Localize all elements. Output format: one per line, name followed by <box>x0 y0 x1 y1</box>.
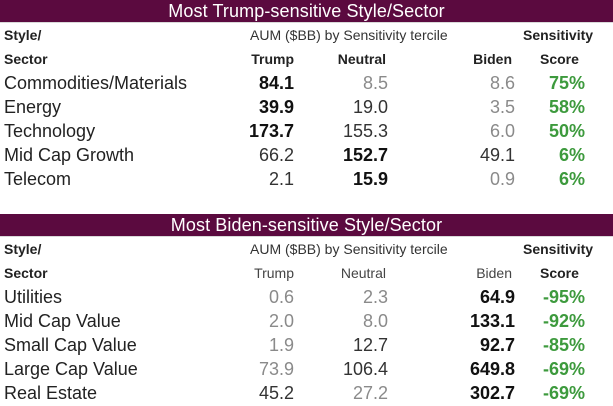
row-neutral: 8.0 <box>362 311 388 331</box>
style-header: Style/ <box>4 27 42 43</box>
header-row-1: Style/ AUM ($BB) by Sensitivity tercile … <box>0 23 613 47</box>
row-name: Mid Cap Value <box>4 311 121 331</box>
sector-header: Sector <box>4 51 48 67</box>
table-row: Commodities/Materials 84.1 8.5 8.6 75% <box>0 71 613 95</box>
row-name: Small Cap Value <box>4 335 137 355</box>
row-trump: 173.7 <box>248 121 294 141</box>
row-biden: 92.7 <box>479 335 515 355</box>
row-trump: 45.2 <box>258 383 294 403</box>
trump-sensitive-table: Most Trump-sensitive Style/Sector Style/… <box>0 0 613 191</box>
score-header: Score <box>540 265 579 281</box>
neutral-header: Neutral <box>340 265 386 281</box>
row-trump: 39.9 <box>258 97 294 117</box>
neutral-header: Neutral <box>337 51 386 67</box>
row-score: 58% <box>548 97 585 117</box>
row-neutral: 155.3 <box>342 121 388 141</box>
table-row: Energy 39.9 19.0 3.5 58% <box>0 95 613 119</box>
row-trump: 2.1 <box>268 169 294 189</box>
row-name: Mid Cap Growth <box>4 145 135 165</box>
biden-sensitive-table: Most Biden-sensitive Style/Sector Style/… <box>0 214 613 405</box>
row-biden: 8.6 <box>489 73 515 93</box>
header-row-1: Style/ AUM ($BB) by Sensitivity tercile … <box>0 237 613 261</box>
row-biden: 302.7 <box>469 383 515 403</box>
row-biden: 649.8 <box>469 359 515 379</box>
trump-header: Trump <box>251 51 294 67</box>
sensitivity-header: Sensitivity <box>523 241 594 257</box>
row-trump: 66.2 <box>258 145 294 165</box>
sensitivity-header: Sensitivity <box>523 27 594 43</box>
row-neutral: 2.3 <box>362 287 388 307</box>
row-trump: 1.9 <box>268 335 294 355</box>
biden-header: Biden <box>476 265 512 281</box>
table-row: Mid Cap Value 2.0 8.0 133.1 -92% <box>0 309 613 333</box>
table-title: Most Trump-sensitive Style/Sector <box>0 0 613 23</box>
row-trump: 84.1 <box>258 73 294 93</box>
row-score: -95% <box>542 287 585 307</box>
table-row: Utilities 0.6 2.3 64.9 -95% <box>0 285 613 309</box>
table-title: Most Biden-sensitive Style/Sector <box>0 214 613 237</box>
table-row: Mid Cap Growth 66.2 152.7 49.1 6% <box>0 143 613 167</box>
style-header: Style/ <box>4 241 42 257</box>
row-name: Telecom <box>4 169 72 189</box>
header-row-2: Sector Trump Neutral Biden Score <box>0 261 613 285</box>
sector-header: Sector <box>4 265 48 281</box>
row-score: -69% <box>542 359 585 379</box>
row-name: Real Estate <box>4 383 98 403</box>
row-trump: 0.6 <box>268 287 294 307</box>
row-biden: 49.1 <box>479 145 515 165</box>
aum-group-header: AUM ($BB) by Sensitivity tercile <box>250 27 448 43</box>
row-score: -85% <box>542 335 585 355</box>
header-row-2: Sector Trump Neutral Biden Score <box>0 47 613 71</box>
row-name: Commodities/Materials <box>4 73 188 93</box>
row-score: 6% <box>558 169 585 189</box>
aum-group-header: AUM ($BB) by Sensitivity tercile <box>250 241 448 257</box>
row-biden: 6.0 <box>489 121 515 141</box>
row-trump: 73.9 <box>258 359 294 379</box>
row-score: 6% <box>558 145 585 165</box>
row-neutral: 15.9 <box>352 169 388 189</box>
table-row: Small Cap Value 1.9 12.7 92.7 -85% <box>0 333 613 357</box>
row-score: 50% <box>548 121 585 141</box>
row-neutral: 19.0 <box>352 97 388 117</box>
table-row: Real Estate 45.2 27.2 302.7 -69% <box>0 381 613 405</box>
row-neutral: 27.2 <box>352 383 388 403</box>
row-score: -69% <box>542 383 585 403</box>
row-name: Energy <box>4 97 62 117</box>
row-neutral: 12.7 <box>352 335 388 355</box>
row-score: 75% <box>548 73 585 93</box>
table-row: Technology 173.7 155.3 6.0 50% <box>0 119 613 143</box>
trump-header: Trump <box>254 265 294 281</box>
row-biden: 133.1 <box>469 311 515 331</box>
table-row: Large Cap Value 73.9 106.4 649.8 -69% <box>0 357 613 381</box>
table-row: Telecom 2.1 15.9 0.9 6% <box>0 167 613 191</box>
row-name: Technology <box>4 121 96 141</box>
row-biden: 64.9 <box>479 287 515 307</box>
row-name: Large Cap Value <box>4 359 138 379</box>
score-header: Score <box>540 51 579 67</box>
row-trump: 2.0 <box>268 311 294 331</box>
row-name: Utilities <box>4 287 63 307</box>
row-biden: 3.5 <box>489 97 515 117</box>
row-neutral: 8.5 <box>362 73 388 93</box>
biden-header: Biden <box>473 51 512 67</box>
row-neutral: 152.7 <box>342 145 388 165</box>
row-score: -92% <box>542 311 585 331</box>
row-biden: 0.9 <box>489 169 515 189</box>
row-neutral: 106.4 <box>342 359 388 379</box>
